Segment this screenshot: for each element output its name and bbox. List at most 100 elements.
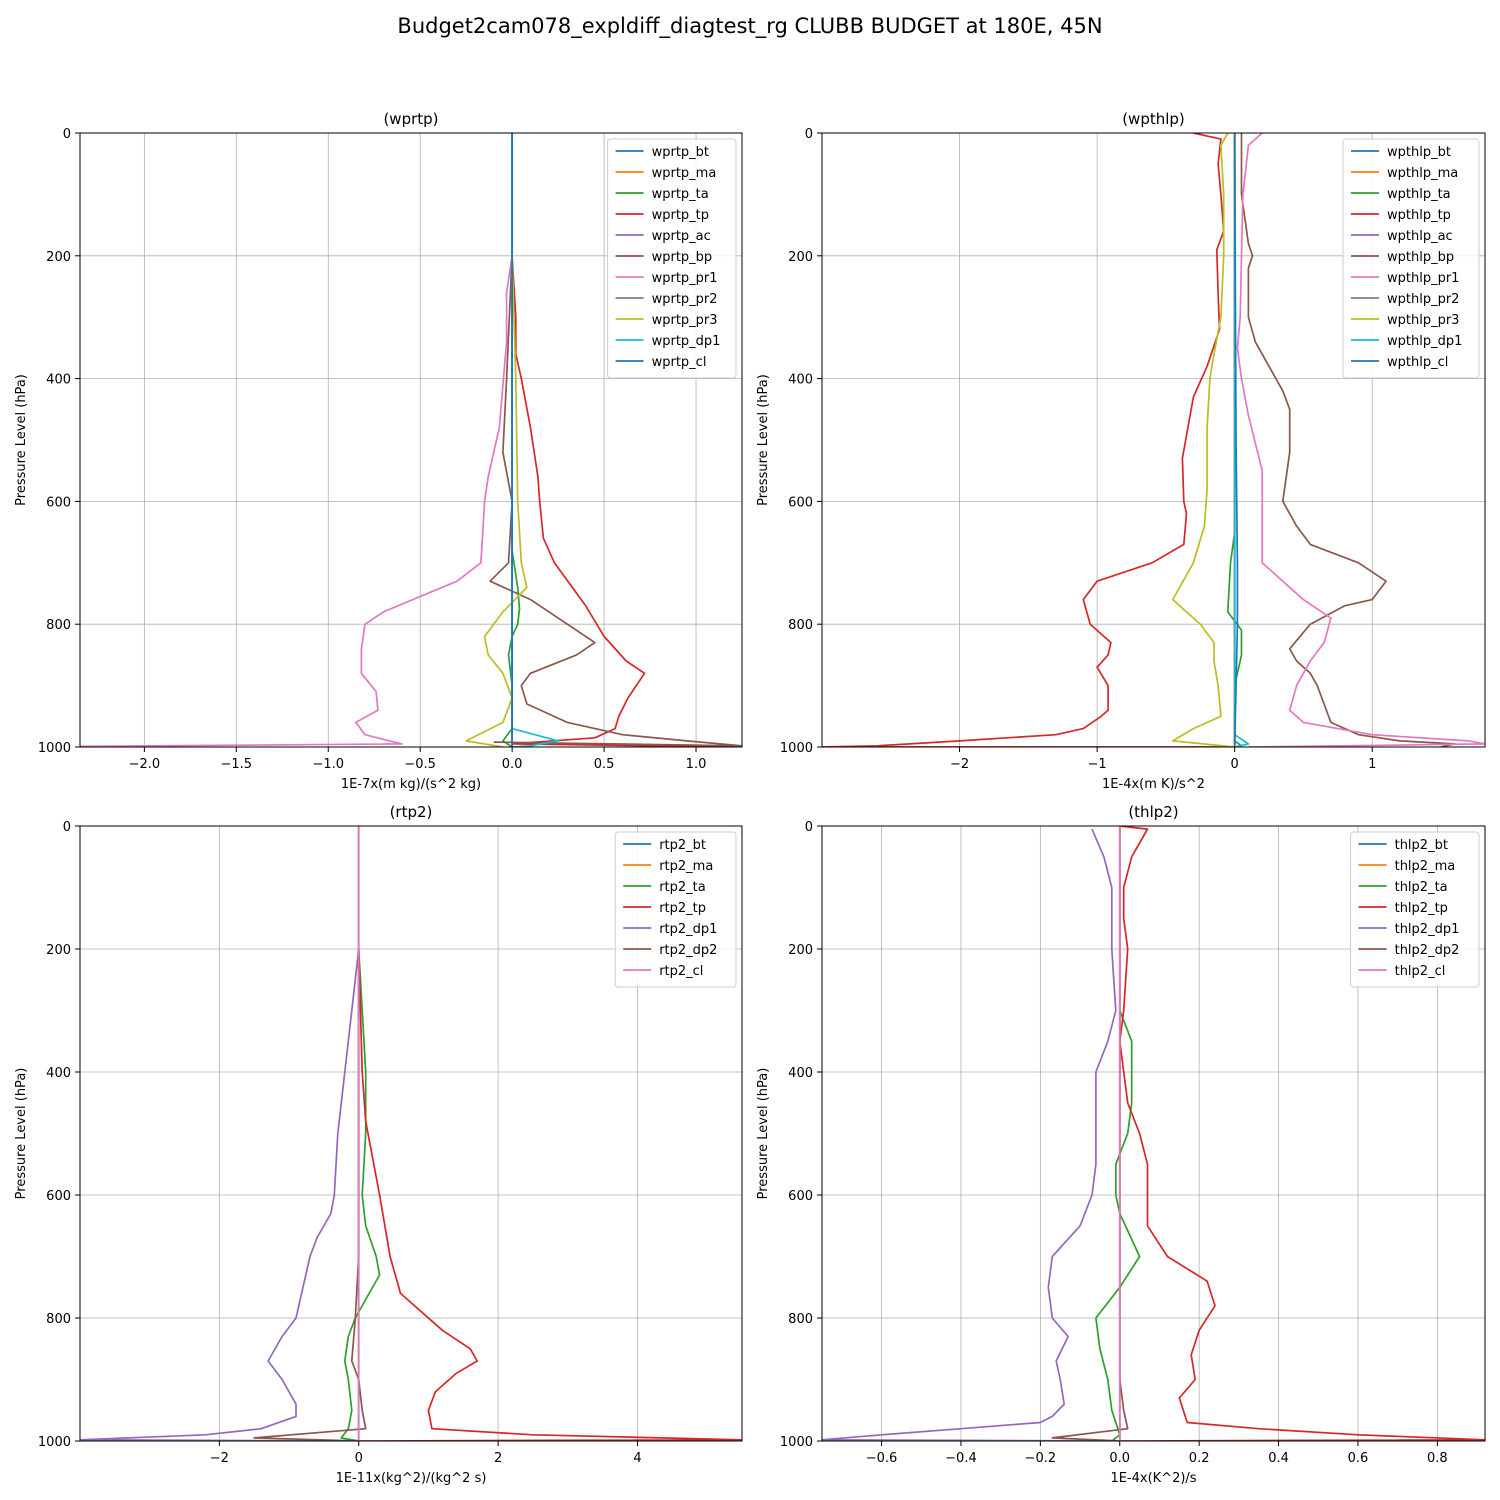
series-group [822,826,1485,1441]
legend-label: thlp2_ma [1395,859,1456,874]
legend-label: wpthlp_bt [1387,145,1451,160]
y-tick-label: 600 [46,495,71,510]
subplot-title: (rtp2) [390,803,433,821]
y-tick-label: 0 [805,127,813,142]
y-tick-label: 200 [46,943,71,958]
x-tick-label: 0 [355,1451,363,1466]
legend-label: wpthlp_dp1 [1387,334,1462,349]
y-tick-label: 1000 [38,1435,71,1450]
x-tick-label: −0.6 [866,1451,898,1466]
subplot-title: (wprtp) [383,110,438,128]
series-group [80,133,742,747]
series-line-thlp2_dp1 [822,828,1120,1441]
x-tick-label: 4 [633,1451,641,1466]
plot-frame [79,825,743,1442]
x-tick-label: −0.2 [1025,1451,1057,1466]
legend-label: rtp2_dp1 [659,922,717,937]
y-tick-label: 400 [46,1066,71,1081]
series-line-wprtp_tp [511,255,742,747]
legend-label: thlp2_cl [1395,964,1446,979]
x-tick-label: −1.0 [312,757,344,772]
legend-label: wprtp_pr2 [652,292,718,307]
y-tick-label: 800 [46,1312,71,1327]
y-tick-label: 800 [46,618,71,633]
subplot-1: −2.0 −1.5 −1.0 −0.5 0.0 0.5 1.0 0 200 400 600 800 10… [14,110,743,792]
x-tick-label: −2 [950,757,969,772]
legend-label: rtp2_tp [659,901,706,916]
y-tick-label: 200 [46,250,71,265]
y-axis-label: Pressure Level (hPa) [756,1068,771,1200]
y-tick-label: 600 [788,495,813,510]
legend-label: rtp2_cl [659,964,703,979]
x-tick-label: 1.0 [686,757,707,772]
series-line-thlp2_tp [1118,826,1485,1441]
subplot-title: (wpthlp) [1122,110,1185,128]
legend-label: wpthlp_tp [1387,208,1451,223]
subplot-3: −2 0 2 4 0 200 400 600 800 1000 (rtp2) 1E-11x(kg^2)… [14,803,743,1486]
figure-title: Budget2cam078_expldiff_diagtest_rg CLUBB… [397,14,1103,38]
x-tick-label: 0.0 [1109,1451,1130,1466]
series-line-rtp2_dp1 [80,948,360,1441]
y-tick-label: 400 [46,373,71,388]
series-line-wpthlp_pr3 [1171,133,1235,747]
y-tick-label: 1000 [780,741,813,756]
legend-label: wpthlp_pr1 [1387,271,1459,286]
legend-label: wpthlp_cl [1387,355,1448,370]
x-tick-label: 2 [494,1451,502,1466]
legend-label: wprtp_pr1 [652,271,718,286]
y-tick-label: 800 [788,618,813,633]
x-axis-label: 1E-11x(kg^2)/(kg^2 s) [336,1471,487,1486]
legend-label: wprtp_cl [652,355,707,370]
legend-label: thlp2_dp1 [1395,922,1460,937]
x-axis-label: 1E-4x(K^2)/s [1110,1471,1196,1486]
y-tick-label: 0 [805,820,813,835]
legend-label: wprtp_tp [652,208,709,223]
series-line-wpthlp_ta [1226,133,1243,747]
y-tick-label: 200 [788,250,813,265]
series-line-thlp2_ta [1095,1010,1141,1441]
series-line-thlp2_dp2 [1051,826,1129,1441]
legend-label: wpthlp_ac [1387,229,1453,244]
subplot-title: (thlp2) [1128,803,1178,821]
plot-frame [821,825,1486,1442]
y-tick-label: 200 [788,943,813,958]
legend-label: wpthlp_pr3 [1387,313,1459,328]
y-axis-label: Pressure Level (hPa) [14,1068,29,1200]
legend-label: wprtp_bt [652,145,709,160]
legend: wpthlp_bt wpthlp_ma wpthlp_ta wpthlp_tpwpth… [1342,138,1480,379]
series-line-wpthlp_pr1 [1236,133,1485,747]
x-tick-label: 0.6 [1348,1451,1369,1466]
legend-label: rtp2_dp2 [659,943,717,958]
subplot-4: −0.6 −0.4 −0.2 0.0 0.2 0.4 0.6 0.8 0 200 400 600 800… [756,803,1486,1486]
series-line-rtp2_tp [357,948,742,1441]
legend-label: wpthlp_bp [1387,250,1454,265]
x-tick-label: −1.5 [221,757,253,772]
x-tick-label: 0.0 [502,757,523,772]
x-axis-label: 1E-4x(m K)/s^2 [1102,777,1205,792]
x-tick-label: −2.0 [129,757,161,772]
legend-label: wpthlp_pr2 [1387,292,1459,307]
y-tick-label: 800 [788,1312,813,1327]
legend-label: wprtp_ac [652,229,711,244]
x-tick-label: 0.5 [594,757,615,772]
series-line-wprtp_pr3 [465,255,528,747]
y-tick-label: 400 [788,373,813,388]
legend-label: wprtp_ma [652,166,717,181]
legend-label: wprtp_dp1 [652,334,721,349]
x-tick-label: 1 [1368,757,1376,772]
legend: wprtp_bt wprtp_ma wprtp_ta wprtp_tp wprtp_ac… [607,138,737,379]
legend-label: wpthlp_ta [1387,187,1451,202]
y-tick-label: 600 [46,1189,71,1204]
series-group [80,826,742,1441]
plot-frame [79,132,743,748]
series-line-wpthlp_dp1 [1233,133,1250,747]
legend-label: rtp2_bt [659,838,706,853]
x-tick-label: 0.2 [1189,1451,1210,1466]
series-line-wprtp_dp1 [511,133,559,747]
legend-label: wpthlp_ma [1387,166,1458,181]
legend: rtp2_bt rtp2_ma rtp2_ta rtp2_tp rtp2_dp1 rtp2… [614,831,737,988]
x-tick-label: 0.8 [1427,1451,1448,1466]
y-tick-label: 1000 [38,741,71,756]
y-axis-label: Pressure Level (hPa) [756,374,771,506]
